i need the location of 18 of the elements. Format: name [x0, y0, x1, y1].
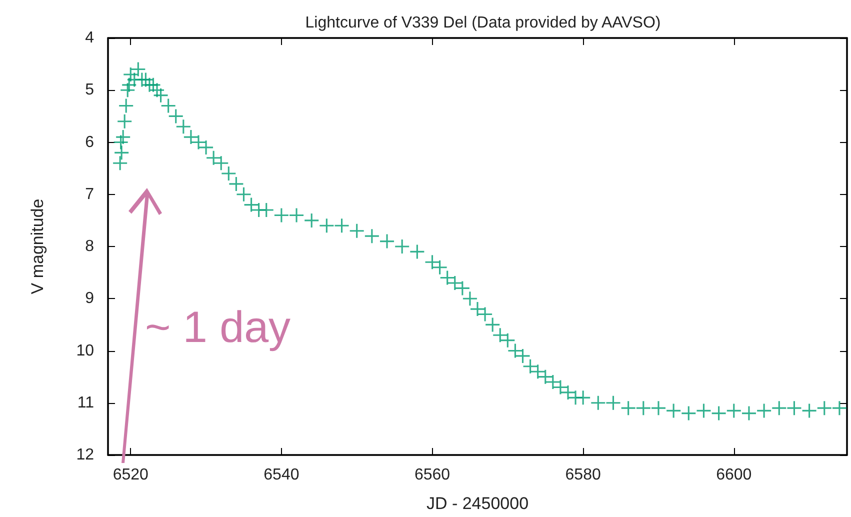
y-tick-label: 11: [77, 394, 94, 412]
y-tick-label: 4: [85, 30, 94, 46]
y-tick-label: 9: [85, 290, 94, 308]
chart-title: Lightcurve of V339 Del (Data provided by AAVSO): [305, 14, 661, 32]
x-tick-label: 6520: [112, 466, 149, 484]
y-tick-label: 10: [76, 342, 94, 360]
y-axis-title: V magnitude: [28, 198, 47, 294]
y-tick-label: 8: [85, 238, 94, 255]
annotation: ~ 1 day: [145, 303, 291, 353]
x-tick-label: 6560: [414, 466, 450, 484]
x-tick-label: 6540: [264, 466, 300, 484]
y-tick-label: 7: [85, 186, 94, 203]
y-tick-label: 5: [85, 82, 94, 99]
x-tick-label: 6600: [716, 466, 752, 484]
y-tick-label: 6: [85, 134, 94, 151]
x-axis-title: JD - 2450000: [426, 494, 529, 513]
y-tick-label: 12: [76, 446, 94, 464]
x-tick-label: 6580: [565, 466, 601, 484]
